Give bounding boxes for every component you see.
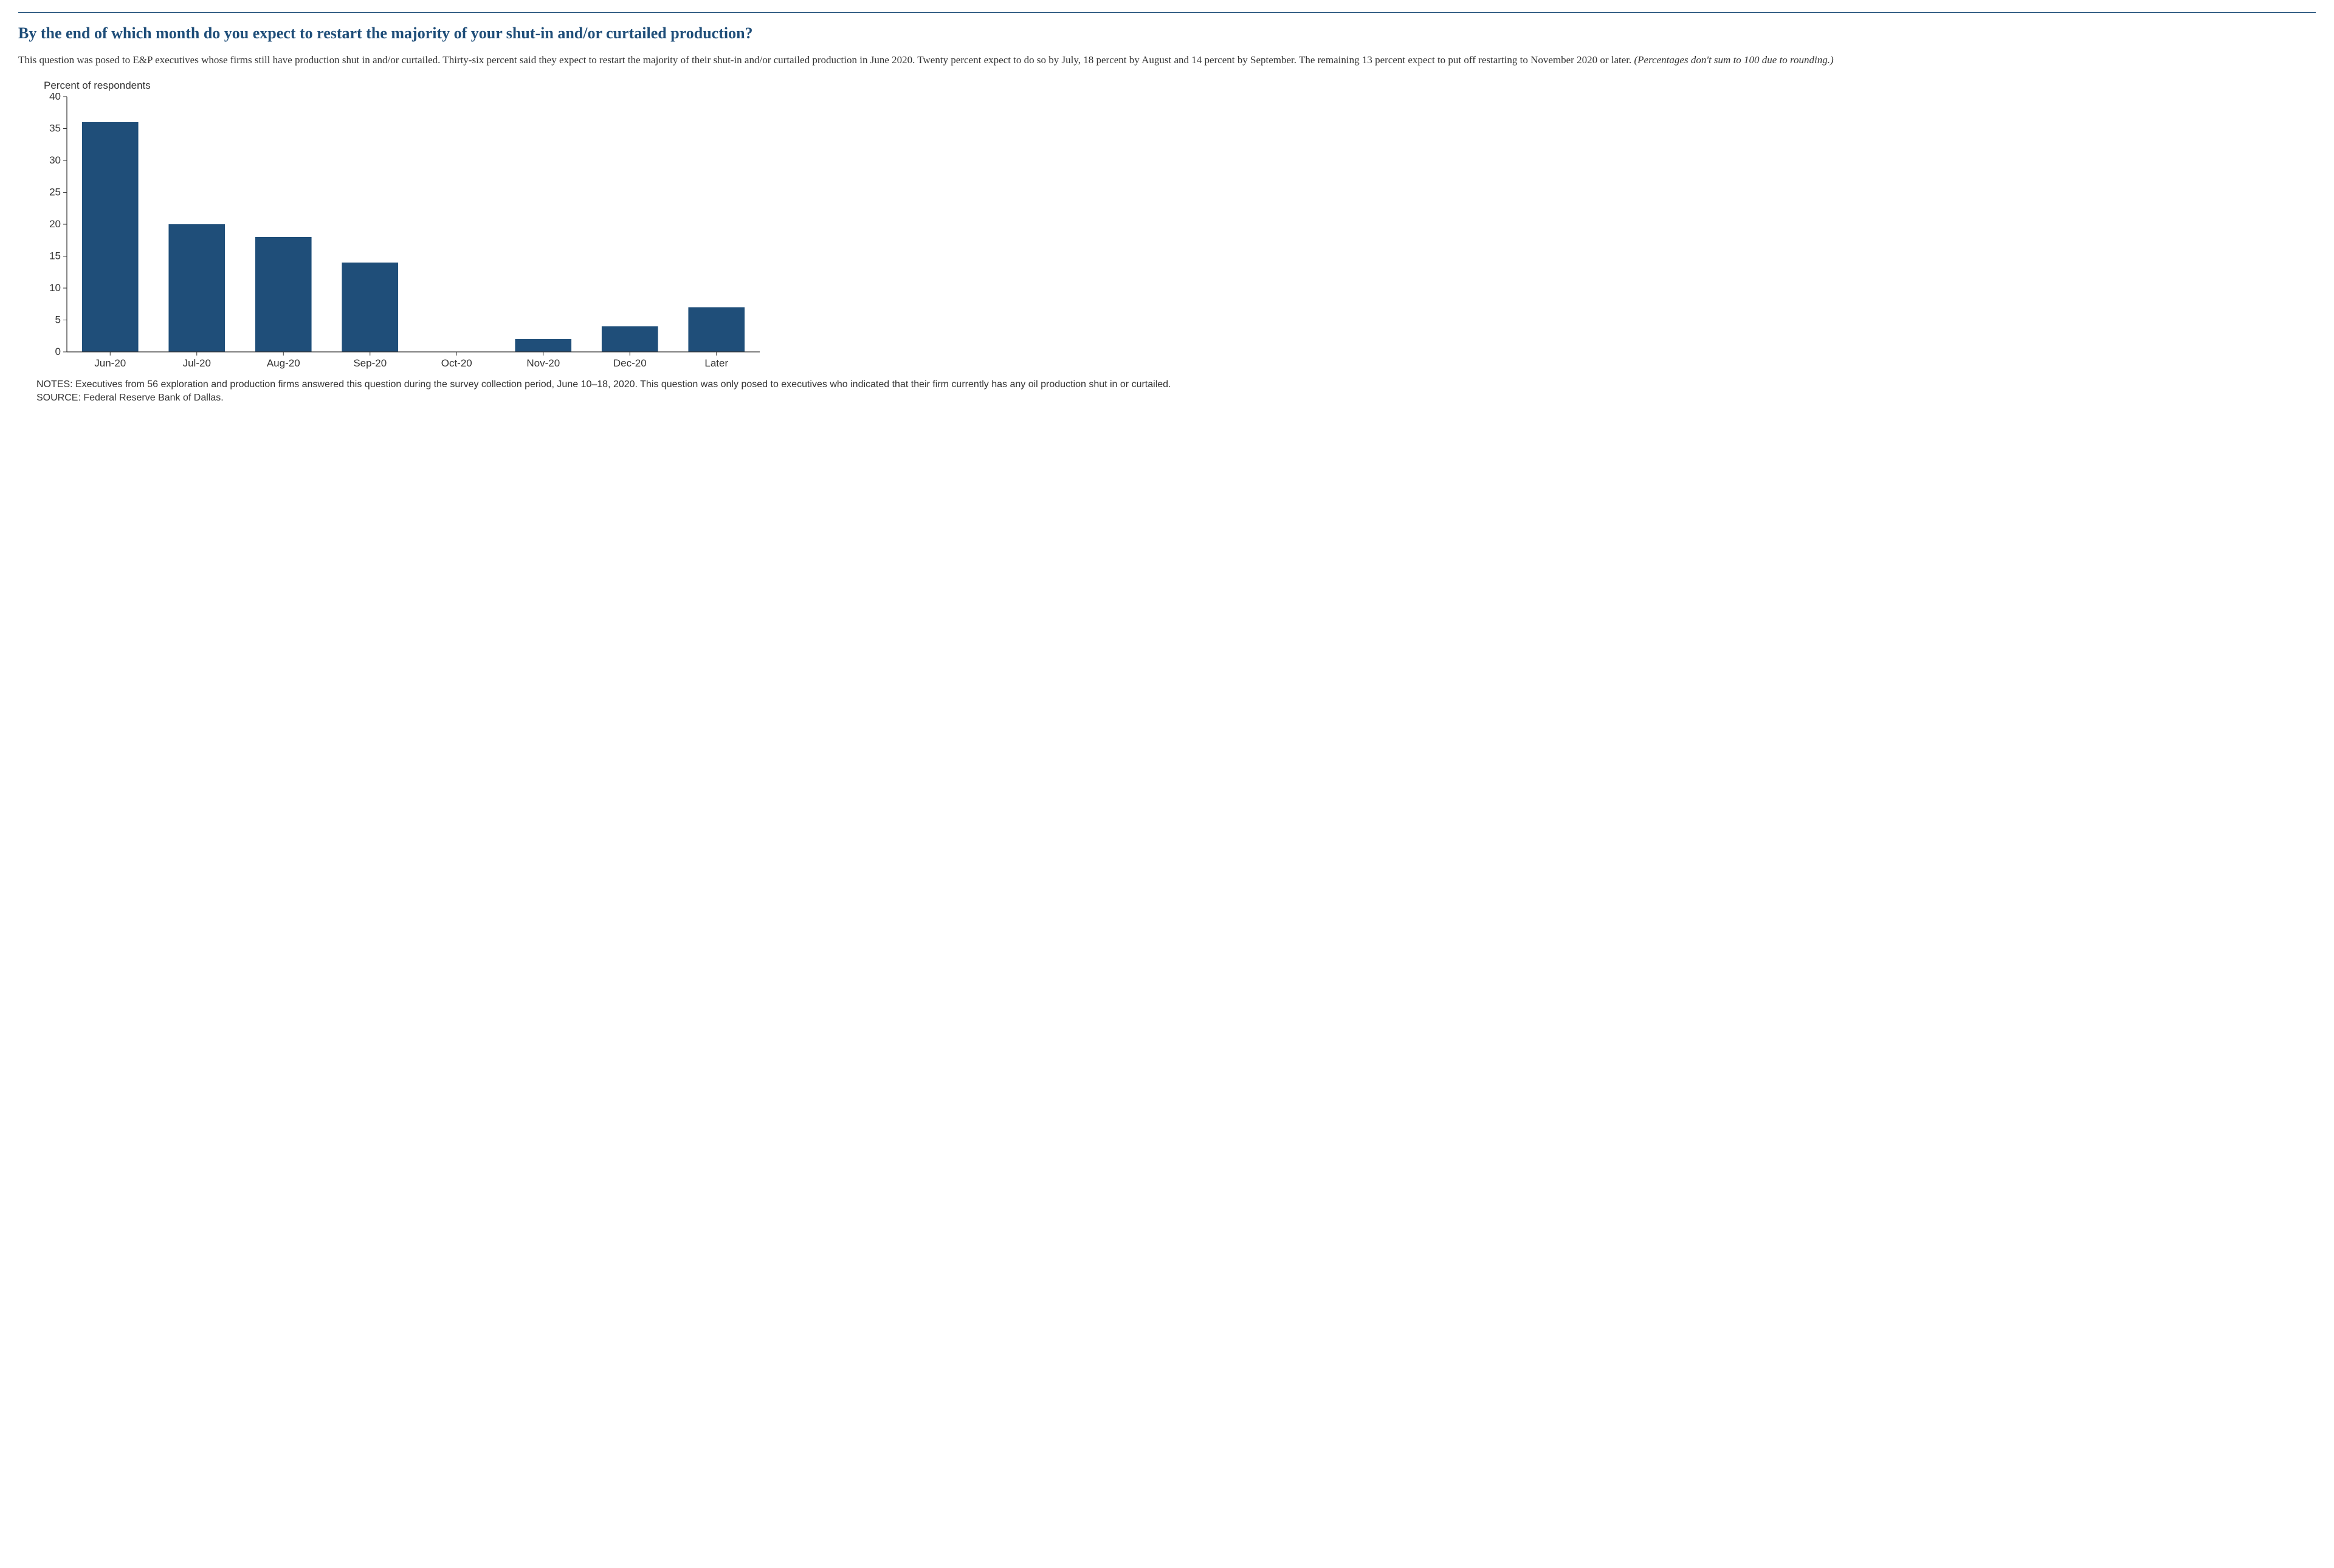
description: This question was posed to E&P executive…: [18, 52, 2316, 68]
x-tick-label: Jun-20: [94, 357, 126, 369]
x-tick-label: Aug-20: [267, 357, 300, 369]
y-tick-label: 10: [49, 282, 61, 294]
description-italic: (Percentages don't sum to 100 due to rou…: [1634, 54, 1834, 66]
bar: [342, 263, 398, 352]
y-tick-label: 35: [49, 123, 61, 134]
bar: [168, 224, 225, 352]
x-tick-label: Dec-20: [613, 357, 647, 369]
y-tick-label: 15: [49, 250, 61, 262]
x-tick-label: Later: [704, 357, 728, 369]
bar: [688, 308, 745, 352]
page-title: By the end of which month do you expect …: [18, 24, 2316, 44]
bar: [255, 237, 312, 352]
description-main: This question was posed to E&P executive…: [18, 54, 1634, 66]
x-tick-label: Oct-20: [441, 357, 472, 369]
y-tick-label: 0: [55, 346, 61, 357]
bar: [515, 339, 571, 352]
y-tick-label: 25: [49, 187, 61, 198]
y-tick-label: 5: [55, 314, 61, 326]
x-tick-label: Nov-20: [526, 357, 560, 369]
chart-ylabel: Percent of respondents: [44, 80, 2316, 92]
chart-container: Percent of respondents 0 5 10 15 20 25 30 35 40 J…: [36, 80, 2316, 373]
y-tick-label: 30: [49, 154, 61, 166]
x-tick-label: Sep-20: [353, 357, 387, 369]
bar: [602, 326, 658, 352]
x-tick-label: Jul-20: [183, 357, 211, 369]
y-tick-label: 20: [49, 218, 61, 230]
chart-notes: NOTES: Executives from 56 exploration an…: [36, 377, 2298, 391]
bar: [82, 122, 139, 352]
top-rule: [18, 12, 2316, 13]
y-tick-label: 40: [49, 93, 61, 102]
chart-source: SOURCE: Federal Reserve Bank of Dallas.: [36, 393, 2298, 404]
bar-chart: 0 5 10 15 20 25 30 35 40 Jun-20 Jul-20 Aug-20 Sep-20…: [36, 93, 766, 373]
